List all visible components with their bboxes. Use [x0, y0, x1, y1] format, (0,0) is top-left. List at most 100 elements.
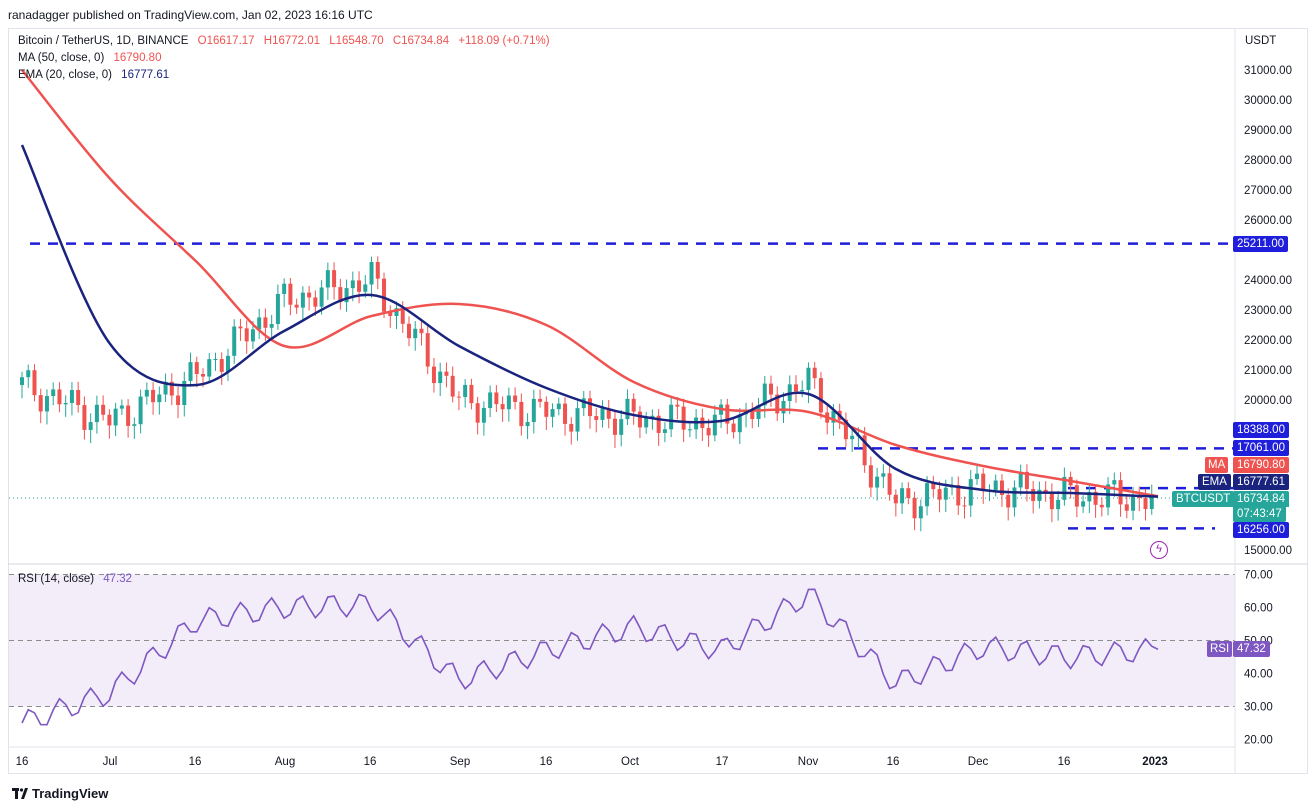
candle-body: [300, 292, 305, 308]
open-value: O16617.17: [197, 35, 255, 47]
candle-body: [694, 417, 699, 430]
candle-body: [488, 392, 493, 409]
candle-body: [107, 414, 112, 426]
candle-body: [612, 418, 617, 435]
candle-body: [968, 479, 973, 506]
candle-body: [931, 483, 936, 490]
candle-body: [887, 473, 892, 495]
candle-body: [793, 384, 798, 392]
ema-value: 16777.61: [121, 69, 170, 81]
time-tick-label: 16: [887, 756, 900, 768]
candle-body: [756, 405, 761, 420]
candle-body: [519, 401, 524, 427]
candle-body: [843, 419, 848, 440]
candle-body: [132, 424, 137, 426]
candle-body: [1056, 499, 1061, 510]
candle-body: [893, 494, 898, 504]
candle-body: [269, 324, 274, 328]
level-tag-18388: 18388.00: [1233, 422, 1289, 438]
ema-20-line: [20, 144, 1159, 498]
legend-ma-row[interactable]: MA (50, close, 0) 16790.80: [18, 52, 161, 64]
price-tick-label: 15000.00: [1244, 545, 1292, 557]
candle-body: [675, 404, 680, 407]
change-value: +118.09 (+0.71%): [458, 35, 550, 47]
candle-body: [1043, 489, 1048, 493]
candle-body: [26, 370, 31, 378]
legend-rsi-row[interactable]: RSI (14, close) 47.32: [18, 573, 132, 585]
candle-body: [725, 404, 730, 424]
candle-body: [375, 262, 380, 279]
candle-body: [369, 262, 374, 285]
time-tick-label: Aug: [275, 756, 295, 768]
candle-body: [850, 435, 855, 440]
candle-body: [812, 367, 817, 379]
candle-body: [594, 416, 599, 420]
candle-body: [581, 398, 586, 409]
candle-body: [294, 304, 299, 308]
lightning-icon[interactable]: ϟ: [1150, 541, 1168, 559]
candle-body: [1062, 476, 1067, 500]
price-tick-label: 31000.00: [1244, 65, 1292, 77]
candle-body: [662, 429, 667, 433]
candle-body: [538, 398, 543, 402]
candle-body: [912, 497, 917, 519]
low-value: L16548.70: [329, 35, 384, 47]
candle-body: [731, 423, 736, 433]
candle-body: [531, 398, 536, 423]
candle-body: [862, 435, 867, 466]
candle-body: [1006, 495, 1011, 508]
candle-body: [163, 381, 168, 395]
candle-body: [775, 394, 780, 414]
candle-body: [250, 329, 255, 342]
time-tick-label: Dec: [968, 756, 989, 768]
candle-body: [956, 485, 961, 506]
level-tag-16256: 16256.00: [1233, 522, 1289, 538]
candle-body: [606, 408, 611, 419]
rsi-label: RSI (14, close): [18, 573, 95, 585]
candle-body: [44, 396, 49, 412]
candle-body: [750, 409, 755, 420]
candle-body: [119, 405, 124, 409]
candle-body: [1149, 494, 1154, 509]
tradingview-logo[interactable]: TradingView: [12, 786, 108, 801]
candle-body: [525, 422, 530, 427]
time-tick-label: 2023: [1142, 756, 1168, 768]
candle-body: [1024, 471, 1029, 489]
candle-body: [1081, 501, 1086, 507]
ma-label: MA (50, close, 0): [18, 52, 105, 64]
candle-body: [1087, 491, 1092, 502]
candle-body: [881, 473, 886, 477]
candle-body: [456, 396, 461, 398]
candle-body: [669, 404, 674, 430]
candle-body: [38, 395, 43, 412]
candle-body: [943, 487, 948, 500]
candle-body: [656, 415, 661, 433]
candle-body: [769, 383, 774, 395]
candle-body: [57, 389, 62, 405]
candle-body: [712, 414, 717, 436]
chart-frame: [8, 28, 1308, 774]
candle-body: [20, 377, 24, 385]
candle-body: [781, 401, 786, 414]
candle-body: [88, 422, 93, 430]
candle-body: [650, 415, 655, 418]
candle-body: [925, 483, 930, 507]
candle-body: [556, 403, 561, 410]
candle-body: [32, 370, 37, 396]
candle-body: [569, 423, 574, 432]
candle-body: [1031, 488, 1036, 501]
price-tag-value: 16734.84: [1233, 491, 1289, 507]
candle-body: [182, 380, 187, 406]
candle-body: [450, 375, 455, 397]
candle-body: [144, 389, 149, 397]
candle-body: [974, 473, 979, 480]
legend-ema-row[interactable]: EMA (20, close, 0) 16777.61: [18, 69, 169, 81]
candle-body: [506, 395, 511, 410]
time-tick-label: Oct: [621, 756, 640, 768]
candle-body: [687, 429, 692, 431]
candle-body: [900, 488, 905, 504]
price-tick-label: 20000.00: [1244, 395, 1292, 407]
candle-body: [288, 283, 293, 305]
candle-body: [388, 311, 393, 317]
